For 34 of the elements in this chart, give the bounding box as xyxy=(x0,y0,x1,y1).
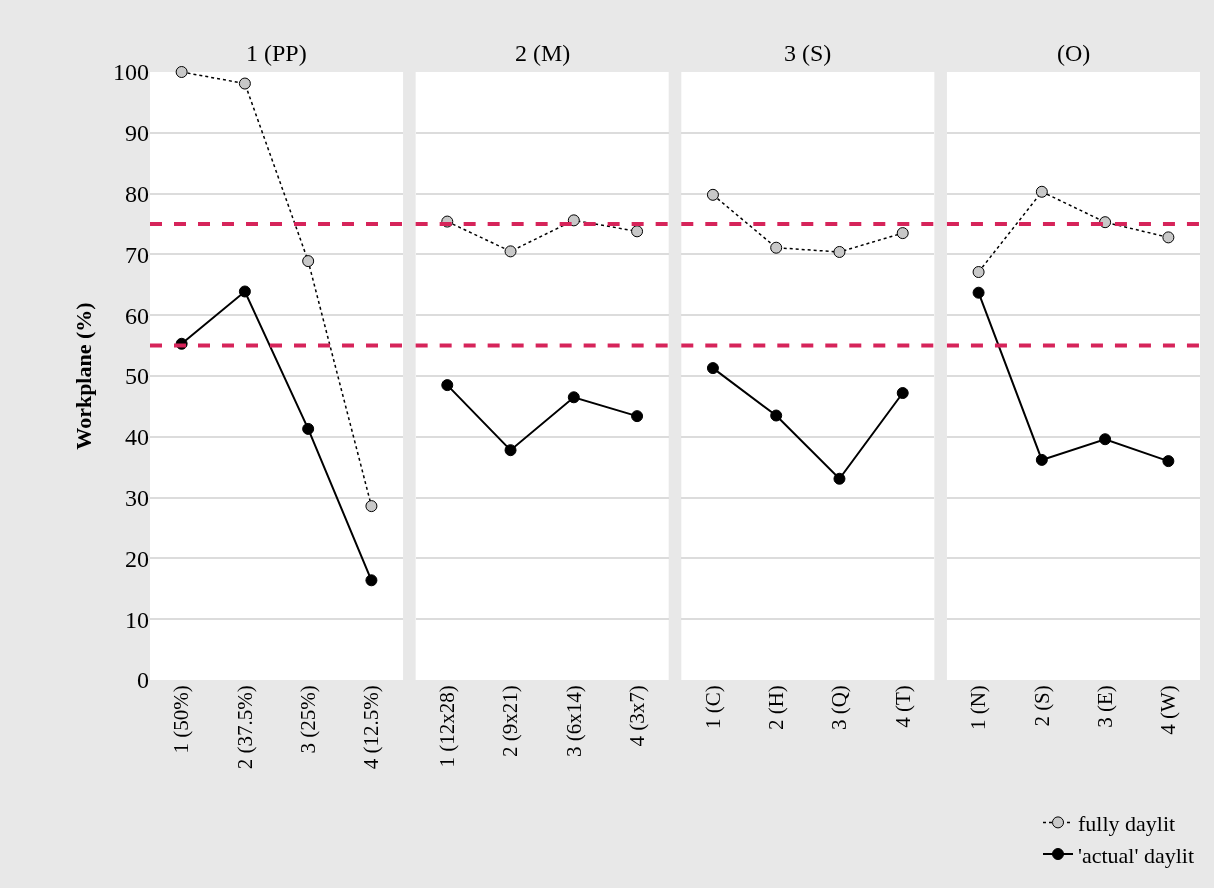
x-tick-label: 2 (H) xyxy=(764,685,789,731)
chart-title: (O) xyxy=(1057,40,1091,66)
y-tick-label: 40 xyxy=(125,424,149,451)
x-tick-label: 4 (3x7) xyxy=(624,685,649,747)
chart-title: 2 (M) xyxy=(515,40,571,66)
x-tick-label: 3 (25%) xyxy=(295,685,320,754)
x-tick-label: 2 (37.5%) xyxy=(232,685,257,770)
x-tick-label: 4 (T) xyxy=(890,685,915,728)
x-tick-label: 3 (Q) xyxy=(827,685,852,731)
legend-label: fully daylit xyxy=(1078,810,1176,836)
x-tick-label: 1 (50%) xyxy=(169,685,194,754)
y-tick-label: 100 xyxy=(113,59,149,86)
y-tick-label: 30 xyxy=(125,485,149,511)
y-tick-label: 70 xyxy=(125,241,149,268)
x-tick-label: 2 (9x21) xyxy=(498,685,523,757)
y-tick-label: 10 xyxy=(125,606,149,633)
x-tick-label: 1 (N) xyxy=(966,685,991,731)
y-tick-label: 80 xyxy=(125,181,149,207)
y-tick-label: 60 xyxy=(125,302,149,329)
chart-title: 3 (S) xyxy=(784,40,832,66)
x-tick-label: 4 (W) xyxy=(1156,685,1181,735)
chart-title: 1 (PP) xyxy=(246,40,307,66)
legend-label: 'actual' daylit xyxy=(1078,842,1195,868)
y-tick-label: 20 xyxy=(125,545,149,572)
x-tick-label: 1 (C) xyxy=(700,685,725,729)
y-axis-title: Workplane (%) xyxy=(70,302,96,450)
y-tick-label: 90 xyxy=(125,120,149,147)
y-tick-label: 0 xyxy=(137,667,149,694)
y-tick-label: 50 xyxy=(125,363,149,390)
x-tick-label: 1 (12x28) xyxy=(435,685,460,768)
x-tick-label: 4 (12.5%) xyxy=(359,685,384,770)
x-tick-label: 3 (6x14) xyxy=(561,685,586,757)
x-tick-label: 3 (E) xyxy=(1092,685,1117,728)
x-tick-label: 2 (S) xyxy=(1029,685,1054,727)
